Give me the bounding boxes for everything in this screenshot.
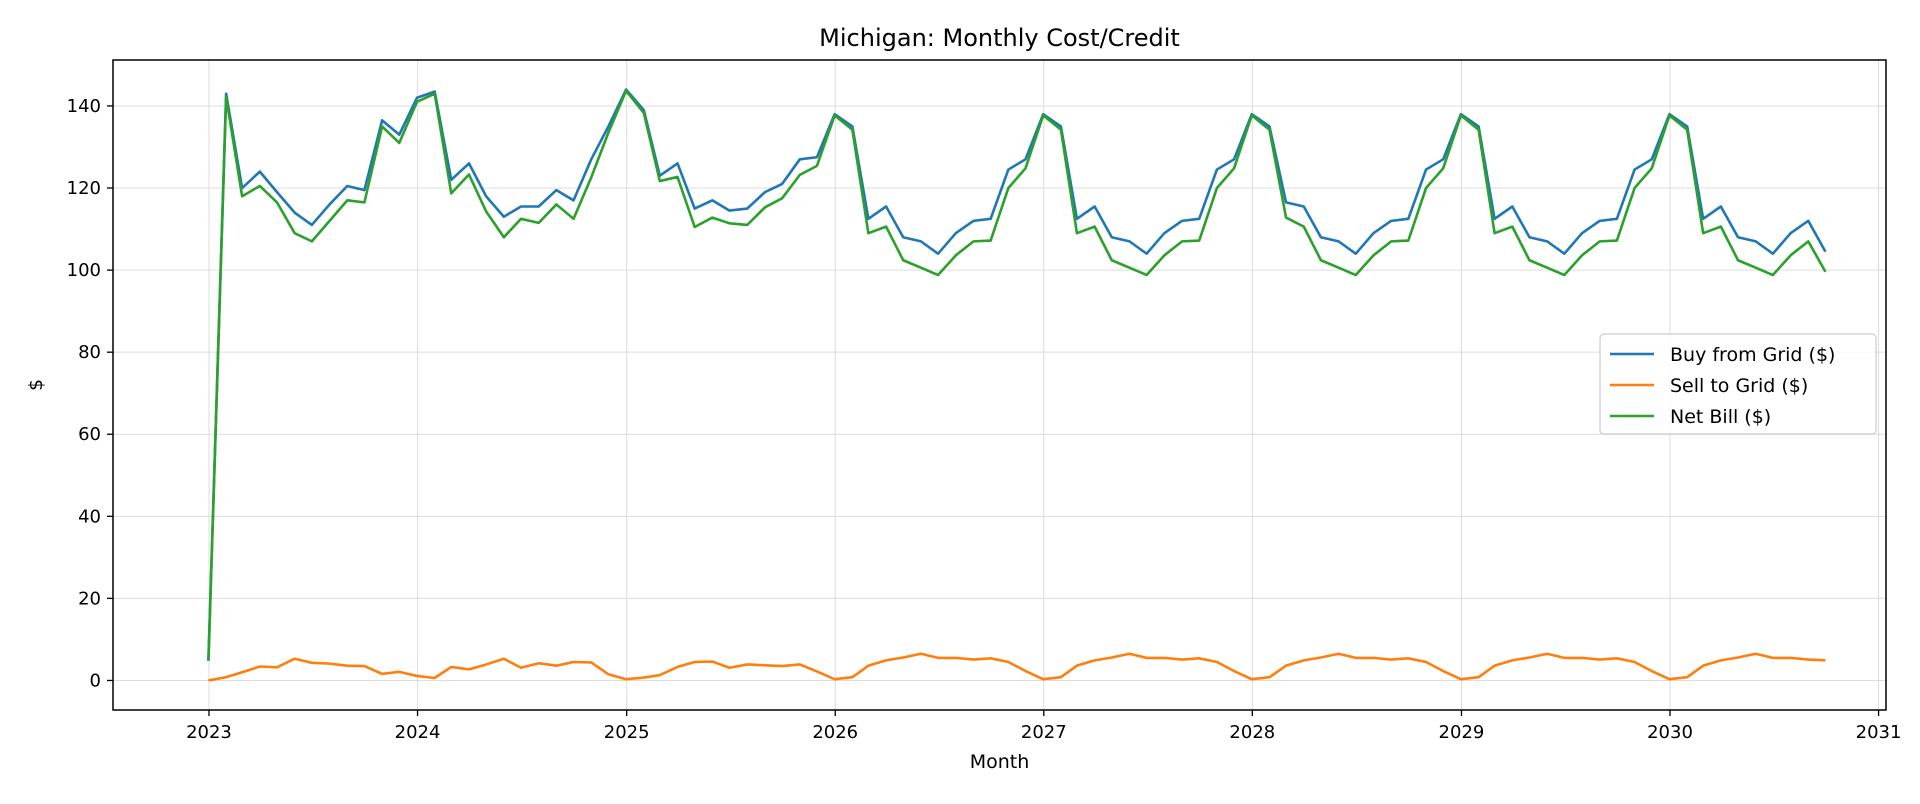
y-tick-label: 40 [78,506,101,527]
y-axis-label: $ [25,379,47,391]
x-tick-label: 2031 [1856,722,1902,743]
series-lines [207,88,1827,682]
x-tick-label: 2027 [1021,722,1067,743]
y-tick-label: 140 [67,96,101,117]
x-axis-label: Month [970,751,1030,773]
y-tick-label: 80 [78,342,101,363]
x-tick-label: 2028 [1229,722,1275,743]
x-tick-label: 2023 [186,722,232,743]
x-tick-label: 2024 [395,722,441,743]
y-tick-label: 0 [90,670,101,691]
legend-label-2: Sell to Grid ($) [1670,375,1808,397]
series-line-2 [208,652,1826,682]
legend-label-3: Net Bill ($) [1670,406,1771,428]
x-tick-label: 2030 [1647,722,1693,743]
series-line-3 [207,89,1827,661]
legend-label-1: Buy from Grid ($) [1670,344,1835,366]
x-tick-label: 2029 [1439,722,1485,743]
x-tick-label: 2026 [812,722,858,743]
plot-frame [112,59,1887,711]
x-axis-ticks: 2023 2024 2025 2026 2027 2028 2029 2030 2031 [186,710,1901,743]
y-tick-label: 100 [67,260,101,281]
legend: Buy from Grid ($) Sell to Grid ($) Net Bil… [1599,333,1877,435]
grid-lines [113,60,1886,710]
x-tick-label: 2025 [604,722,650,743]
y-axis-ticks: 0 20 40 60 80 100 120 140 [67,96,113,691]
chart-title: Michigan: Monthly Cost/Credit [819,24,1180,52]
y-tick-label: 120 [67,178,101,199]
y-tick-label: 20 [78,588,101,609]
series-line-1 [207,88,1827,661]
legend-box [1599,333,1877,435]
y-tick-label: 60 [78,424,101,445]
